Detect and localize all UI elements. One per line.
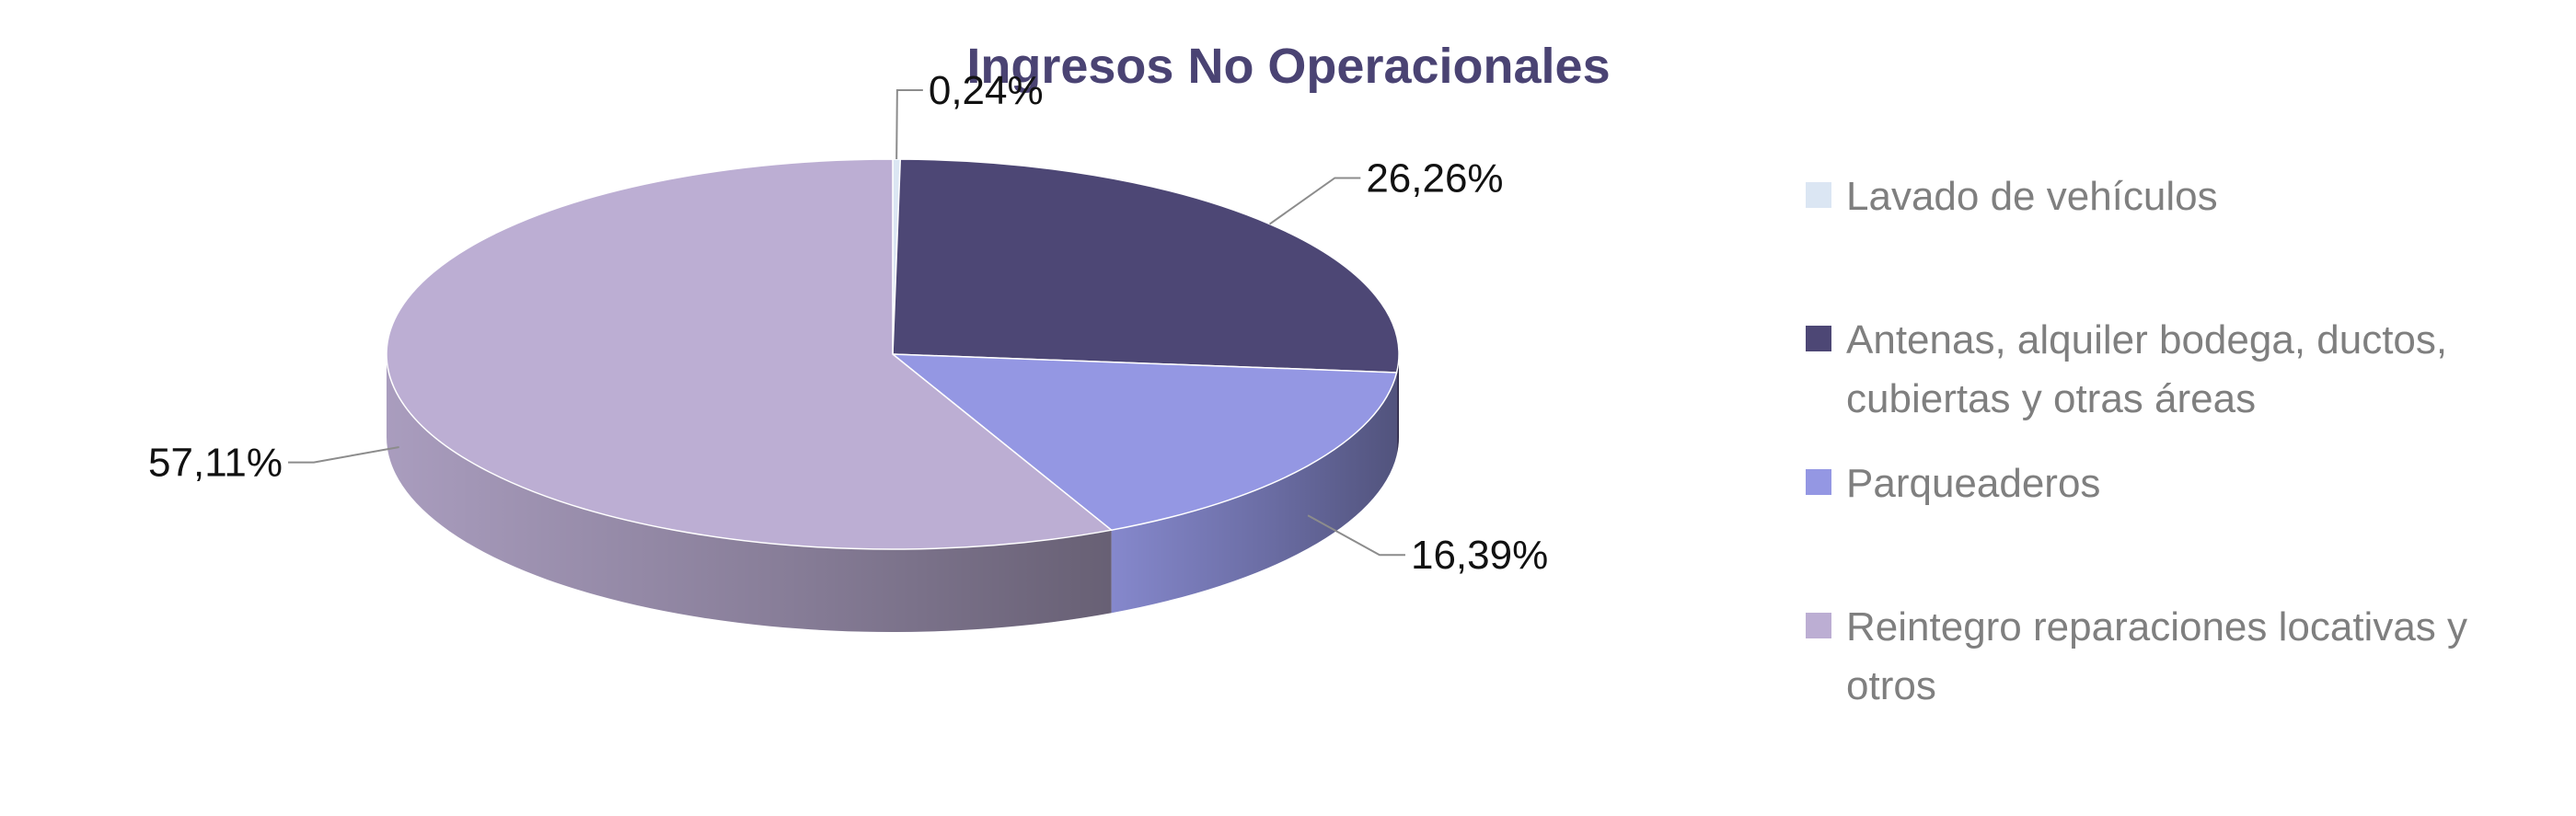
data-label-reintegro-reparaciones-locativas-y-otros: 57,11% <box>148 441 283 486</box>
data-label-antenas-alquiler-bodega-ductos-cubiertas-y-otras-areas: 26,26% <box>1366 155 1503 201</box>
leader-line <box>1268 177 1361 225</box>
leader-line <box>1307 514 1405 557</box>
pie-sides <box>387 354 1399 632</box>
pie-side-shade-parqueaderos <box>1111 372 1397 614</box>
legend: Lavado de vehículos Antenas, alquiler bod… <box>1806 174 2467 708</box>
legend-label-antenas-alquiler-bodega-ductos-cubiertas-y-otras-areas: cubiertas y otras áreas <box>1846 376 2256 421</box>
legend-label-reintegro-reparaciones-locativas-y-otros: otros <box>1846 663 1936 708</box>
pie-side-shade-reintegro-reparaciones-locativas-y-otros <box>387 354 1112 632</box>
pie-tops <box>386 158 1400 550</box>
legend-label-parqueaderos: Parqueaderos <box>1846 461 2100 506</box>
leader-line <box>288 445 399 464</box>
legend-swatch-lavado-de-vehiculos <box>1806 182 1831 208</box>
legend-label-lavado-de-vehiculos: Lavado de vehículos <box>1846 174 2218 219</box>
pie-slice-parqueaderos <box>890 353 1398 531</box>
data-labels: 0,24% 26,26% 16,39% 57,11% <box>148 68 1548 578</box>
legend-label-reintegro-reparaciones-locativas-y-otros: Reintegro reparaciones locativas y <box>1846 604 2467 649</box>
leader-line <box>895 89 923 160</box>
chart-title: Ingresos No Operacionales <box>966 39 1610 94</box>
legend-swatch-reintegro-reparaciones-locativas-y-otros <box>1806 613 1831 638</box>
leader-lines <box>288 89 1405 557</box>
pie-slice-reintegro-reparaciones-locativas-y-otros <box>386 158 1114 550</box>
pie-slice-antenas-alquiler-bodega-ductos-cubiertas-y-otras-areas <box>892 158 1400 374</box>
legend-label-antenas-alquiler-bodega-ductos-cubiertas-y-otras-areas: Antenas, alquiler bodega, ductos, <box>1846 317 2447 362</box>
data-label-lavado-de-vehiculos: 0,24% <box>929 68 1044 113</box>
pie-side-shade-antenas-alquiler-bodega-ductos-cubiertas-y-otras-areas <box>1396 354 1399 455</box>
legend-swatch-parqueaderos <box>1806 469 1831 495</box>
data-label-parqueaderos: 16,39% <box>1411 533 1548 578</box>
legend-swatch-antenas-alquiler-bodega-ductos-cubiertas-y-otras-areas <box>1806 326 1831 351</box>
